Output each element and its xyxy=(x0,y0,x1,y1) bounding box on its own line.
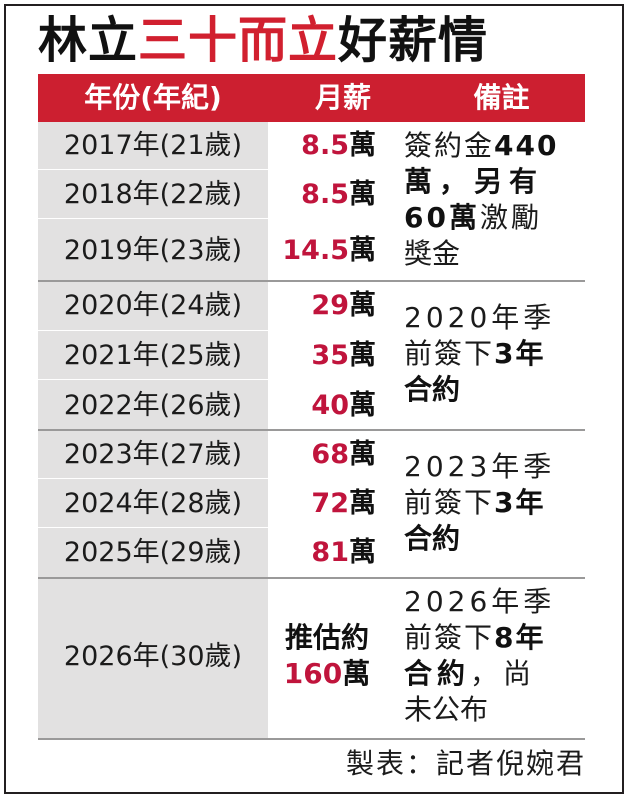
note-text: 激勵 xyxy=(479,201,542,234)
row-divider xyxy=(38,218,380,219)
salary-unit: 萬 xyxy=(349,488,376,519)
salary-amount: 8.5 xyxy=(301,179,349,210)
year-cell-2022: 2022年(26歲) xyxy=(63,390,243,421)
salary-unit: 萬 xyxy=(349,439,376,470)
salary-unit: 萬 xyxy=(349,130,376,161)
year-cell-2024: 2024年(28歲) xyxy=(63,488,243,519)
note-emphasis: 萬，另有 xyxy=(404,165,545,198)
salary-cell-2021: 35萬 xyxy=(268,333,376,378)
title-part2: 好薪情 xyxy=(338,12,489,69)
year-cell-2020: 2020年(24歲) xyxy=(63,290,243,321)
salary-unit: 萬 xyxy=(349,390,376,421)
note-text: 前簽下 xyxy=(404,337,495,370)
note-text: 2023年季 xyxy=(404,450,556,483)
salary-amount: 72 xyxy=(311,488,349,519)
salary-amount: 68 xyxy=(311,439,349,470)
group-divider xyxy=(38,429,585,431)
note-2020-contract: 2020年季 前簽下3年 合約 xyxy=(404,300,580,408)
header-salary: 月薪 xyxy=(314,81,371,114)
group-divider xyxy=(38,280,585,282)
salary-cell-2018: 8.5萬 xyxy=(268,172,376,217)
salary-cell-2019: 14.5萬 xyxy=(268,228,376,273)
salary-amount: 81 xyxy=(311,537,349,568)
salary-estimate-label: 推估約 xyxy=(284,621,369,654)
row-divider xyxy=(38,379,380,380)
year-cell-2026: 2026年(30歲) xyxy=(63,641,243,672)
row-divider xyxy=(38,478,380,479)
salary-amount: 160 xyxy=(283,657,343,690)
salary-amount: 14.5 xyxy=(282,235,349,266)
group-divider xyxy=(38,577,585,579)
note-emphasis: 3年 xyxy=(494,486,546,519)
title-highlight: 三十而立 xyxy=(138,12,339,69)
note-emphasis: 合約 xyxy=(404,657,471,690)
note-text: 簽約金 xyxy=(404,129,495,162)
salary-unit: 萬 xyxy=(349,179,376,210)
year-cell-2021: 2021年(25歲) xyxy=(63,340,243,371)
note-text: 前簽下 xyxy=(404,486,495,519)
row-divider xyxy=(38,330,380,331)
note-text: 獎金 xyxy=(404,237,461,270)
note-signing-bonus: 簽約金440 萬，另有 60萬激勵 獎金 xyxy=(404,128,580,272)
salary-amount: 40 xyxy=(311,390,349,421)
note-emphasis: 60萬 xyxy=(404,201,480,234)
page-title: 林立三十而立好薪情 xyxy=(38,10,488,72)
row-divider xyxy=(38,527,380,528)
note-emphasis: 8年 xyxy=(494,621,546,654)
title-part1: 林立 xyxy=(38,12,139,69)
salary-cell-2022: 40萬 xyxy=(268,383,376,428)
year-cell-2023: 2023年(27歲) xyxy=(63,439,243,470)
salary-unit: 萬 xyxy=(349,537,376,568)
note-emphasis: 440 xyxy=(494,129,559,162)
salary-cell-2023: 68萬 xyxy=(268,432,376,477)
note-text: 2020年季 xyxy=(404,301,556,334)
note-text: 未公布 xyxy=(404,693,489,726)
row-divider xyxy=(38,169,380,170)
table-bottom-border xyxy=(38,738,585,740)
table-header: 年份(年紀) 月薪 備註 xyxy=(38,74,585,122)
note-2026-contract: 2026年季 前簽下8年 合約，尚 未公布 xyxy=(404,584,580,728)
year-cell-2017: 2017年(21歲) xyxy=(63,130,243,161)
note-emphasis: 合約 xyxy=(404,522,461,555)
footer-credit: 製表：記者倪婉君 xyxy=(345,747,586,780)
header-year: 年份(年紀) xyxy=(84,81,222,114)
year-cell-2018: 2018年(22歲) xyxy=(63,179,243,210)
year-cell-2025: 2025年(29歲) xyxy=(63,537,243,568)
salary-amount: 8.5 xyxy=(301,130,349,161)
year-cell-2019: 2019年(23歲) xyxy=(63,235,243,266)
header-note: 備註 xyxy=(473,81,530,114)
salary-unit: 萬 xyxy=(349,290,376,321)
note-2023-contract: 2023年季 前簽下3年 合約 xyxy=(404,449,580,557)
note-emphasis: 合約 xyxy=(404,373,461,406)
salary-amount: 29 xyxy=(311,290,349,321)
salary-unit: 萬 xyxy=(349,235,376,266)
note-text: ，尚 xyxy=(470,657,537,690)
salary-amount: 35 xyxy=(311,340,349,371)
salary-cell-2020: 29萬 xyxy=(268,283,376,328)
note-text: 前簽下 xyxy=(404,621,495,654)
salary-cell-2026: 推估約 160萬 xyxy=(268,620,386,692)
salary-cell-2025: 81萬 xyxy=(268,530,376,575)
salary-cell-2024: 72萬 xyxy=(268,481,376,526)
note-emphasis: 3年 xyxy=(494,337,546,370)
salary-cell-2017: 8.5萬 xyxy=(268,123,376,168)
salary-unit: 萬 xyxy=(349,340,376,371)
note-text: 2026年季 xyxy=(404,585,556,618)
year-column-background xyxy=(38,122,268,740)
salary-unit: 萬 xyxy=(342,657,371,690)
